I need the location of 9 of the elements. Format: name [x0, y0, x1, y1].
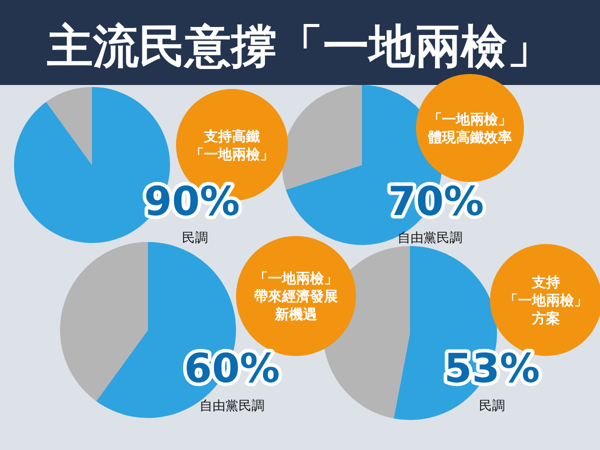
text: 支持高鐵「一地兩檢」	[190, 128, 274, 163]
chart-title: 主流民意撐「一地兩檢」	[47, 19, 553, 73]
text: 民調	[182, 231, 208, 246]
text: 自由黨民調	[398, 231, 462, 246]
text: 「一地兩檢」帶來經濟發展新機遇	[253, 270, 338, 323]
text: 「一地兩檢」體現高鐵效率	[428, 112, 512, 146]
text: 自由黨民調	[200, 399, 264, 414]
text: 支持「一地兩檢」方案	[504, 274, 588, 327]
text: 民調	[479, 399, 505, 414]
